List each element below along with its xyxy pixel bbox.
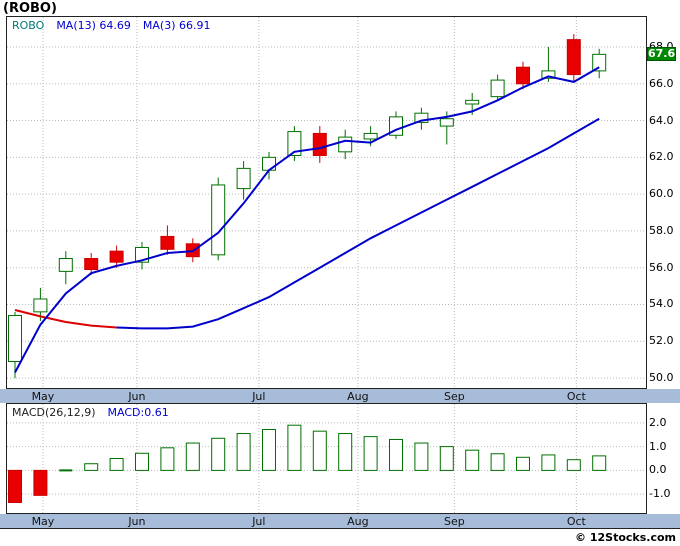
macd-bar-positive <box>389 438 403 471</box>
candle-up <box>262 156 276 171</box>
ma13-line-red <box>14 309 117 329</box>
y-axis-tick-label: 66.0 <box>649 76 674 90</box>
macd-bar-positive <box>592 455 607 471</box>
y-axis-tick-label: 50.0 <box>649 371 674 385</box>
macd-bar-positive <box>465 449 480 471</box>
candle-up <box>58 258 73 272</box>
price-y-axis: 68.066.064.062.060.058.056.054.052.050.0 <box>649 16 680 389</box>
y-axis-tick-label: 64.0 <box>649 113 674 127</box>
macd-value-label: MACD:0.61 <box>107 406 169 419</box>
candle-down <box>84 258 99 271</box>
macd-bar-positive <box>287 424 302 471</box>
ma13-line <box>116 117 600 330</box>
y-axis-tick-label: 2.0 <box>649 415 667 429</box>
candle-down <box>516 66 530 85</box>
macd-y-axis: 2.0 1.0 0.0 -1.0 <box>649 403 680 514</box>
price-legend: ROBO MA(13) 64.69 MA(3) 66.91 <box>12 19 223 32</box>
candle-down <box>312 132 327 157</box>
month-tick-label: May <box>31 515 55 528</box>
macd-bar-positive <box>135 452 149 471</box>
price-chart-panel: ROBO MA(13) 64.69 MA(3) 66.91 <box>6 16 647 389</box>
macd-bar-positive <box>439 446 454 471</box>
last-price-badge: 67.6 <box>647 47 676 62</box>
month-tick-label: Aug <box>347 390 369 403</box>
candle-up <box>338 136 353 153</box>
macd-x-axis-band: May Jun Jul Aug Sep Oct <box>0 514 680 529</box>
candle-up <box>465 99 480 105</box>
macd-bar-positive <box>160 447 175 471</box>
ticker-symbol-label: ROBO <box>12 19 45 32</box>
macd-bar-positive <box>312 430 327 471</box>
candle-up <box>211 184 226 256</box>
macd-bar-positive <box>414 442 429 471</box>
y-axis-tick-label: 1.0 <box>649 439 667 453</box>
candle-down <box>109 250 124 263</box>
candle-up <box>33 298 48 313</box>
month-tick-label: May <box>31 390 55 403</box>
candle-up <box>541 70 556 79</box>
candle-up <box>490 79 505 98</box>
price-chart-svg <box>7 17 646 388</box>
macd-bar-positive <box>338 433 353 471</box>
macd-indicator-label: MACD(26,12,9) <box>12 406 96 419</box>
month-tick-label: Jul <box>252 515 266 528</box>
macd-bar-positive <box>84 463 99 471</box>
month-tick-label: Jun <box>128 515 146 528</box>
macd-bar-positive <box>516 456 530 471</box>
copyright-label: © 12Stocks.com <box>575 531 676 544</box>
ma13-legend-label: MA(13) 64.69 <box>56 19 131 32</box>
candle-up <box>439 118 454 127</box>
macd-bar-positive <box>211 437 226 471</box>
month-tick-label: Sep <box>444 390 465 403</box>
candle-up <box>592 53 607 72</box>
y-axis-tick-label: 0.0 <box>649 463 667 477</box>
candle-up <box>287 131 302 157</box>
ma3-legend-label: MA(3) 66.91 <box>142 19 211 32</box>
macd-chart-svg <box>7 404 646 513</box>
macd-bar-positive <box>363 436 378 471</box>
macd-legend: MACD(26,12,9) MACD:0.61 <box>12 406 181 419</box>
macd-bar-positive <box>490 453 505 471</box>
macd-bar-positive <box>541 454 556 471</box>
macd-bar-positive <box>236 433 251 471</box>
y-axis-tick-label: 58.0 <box>649 223 674 237</box>
candle-down <box>566 39 581 76</box>
month-tick-label: Sep <box>444 515 465 528</box>
y-axis-tick-label: -1.0 <box>649 487 671 501</box>
y-axis-tick-label: 62.0 <box>649 150 674 164</box>
macd-bar-zero <box>59 469 73 472</box>
price-x-axis-band: May Jun Jul Aug Sep Oct <box>0 389 680 403</box>
candle-up <box>414 112 429 123</box>
macd-bar-negative <box>8 469 22 503</box>
macd-bar-positive <box>262 428 276 471</box>
macd-panel: MACD(26,12,9) MACD:0.61 <box>6 403 647 514</box>
candle-up <box>363 132 378 140</box>
y-axis-tick-label: 52.0 <box>649 334 674 348</box>
y-axis-tick-label: 56.0 <box>649 260 674 274</box>
month-tick-label: Oct <box>566 390 586 403</box>
candle-up <box>8 315 22 363</box>
page-title: (ROBO) <box>3 1 57 16</box>
month-tick-label: Jul <box>252 390 266 403</box>
month-tick-label: Jun <box>128 390 146 403</box>
month-tick-label: Oct <box>566 515 586 528</box>
macd-bar-negative <box>33 469 48 496</box>
candle-up <box>236 167 251 190</box>
macd-bar-positive <box>109 458 124 471</box>
y-axis-tick-label: 60.0 <box>649 187 674 201</box>
macd-bar-positive <box>566 459 581 471</box>
y-axis-tick-label: 54.0 <box>649 297 674 311</box>
macd-bar-positive <box>185 442 200 471</box>
ma3-line <box>14 66 600 373</box>
candle-down <box>160 235 175 250</box>
month-tick-label: Aug <box>347 515 369 528</box>
